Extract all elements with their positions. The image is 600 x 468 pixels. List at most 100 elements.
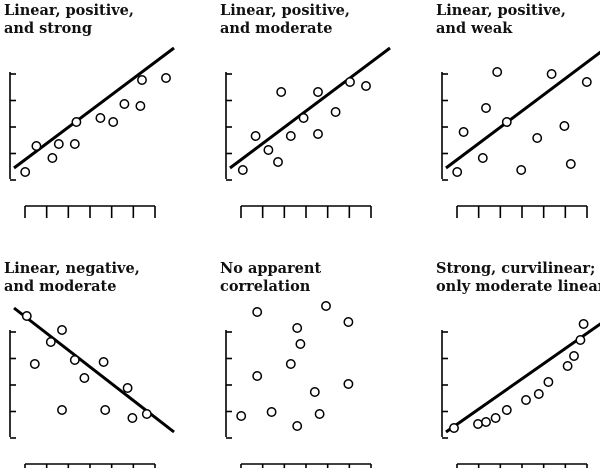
- data-point: [516, 165, 527, 175]
- data-point: [309, 387, 320, 397]
- scatter-panel-6: Strong, curvilinear; only moderate linear: [436, 260, 600, 468]
- panel-title-line: No apparent: [220, 260, 321, 277]
- data-point: [29, 359, 40, 369]
- data-point: [578, 319, 589, 329]
- data-point: [361, 81, 371, 91]
- data-point: [127, 413, 138, 423]
- data-point: [108, 117, 119, 127]
- panel-title-line: Linear, negative,: [4, 260, 140, 277]
- panel-title-line: and moderate: [220, 20, 332, 37]
- data-point: [490, 413, 501, 423]
- scatter-panel-3: Linear, positive, and weak: [436, 2, 600, 218]
- data-point: [575, 335, 586, 345]
- data-point: [263, 145, 274, 155]
- data-point: [57, 405, 67, 415]
- scatter-panel-4: Linear, negative, and moderate: [4, 260, 175, 468]
- data-point: [135, 101, 146, 111]
- panel-title: Strong, curvilinear; only moderate linear: [436, 260, 600, 295]
- panel-title: Linear, negative, and moderate: [4, 260, 140, 295]
- data-point: [79, 373, 90, 383]
- panel-title: Linear, positive, and strong: [4, 2, 134, 37]
- data-point: [292, 421, 303, 431]
- data-point: [161, 73, 171, 83]
- data-point: [521, 395, 531, 405]
- data-point: [343, 317, 354, 327]
- data-point: [69, 355, 80, 365]
- data-point: [266, 407, 277, 417]
- data-point: [31, 141, 42, 151]
- data-point: [237, 165, 248, 175]
- data-point: [501, 117, 512, 127]
- scatter-panel-1: Linear, positive, and strong: [4, 2, 175, 218]
- data-point: [562, 361, 573, 371]
- data-point: [95, 113, 106, 123]
- data-point: [137, 75, 147, 85]
- data-point: [122, 383, 133, 393]
- fit-line: [229, 46, 391, 170]
- panel-title-line: correlation: [220, 278, 311, 295]
- panel-title: Linear, positive, and weak: [436, 2, 566, 37]
- data-point: [252, 307, 263, 317]
- panel-title-line: and strong: [4, 20, 92, 37]
- data-point: [501, 405, 512, 415]
- panel-title-line: and weak: [436, 20, 513, 37]
- data-point: [492, 67, 503, 77]
- data-point: [236, 411, 247, 421]
- data-point: [321, 301, 331, 311]
- data-point: [45, 337, 56, 347]
- data-point: [276, 87, 287, 97]
- data-point: [559, 121, 570, 131]
- data-point: [119, 99, 130, 109]
- data-point: [295, 339, 306, 349]
- data-point: [314, 409, 325, 419]
- data-point: [250, 131, 261, 141]
- data-point: [449, 423, 459, 433]
- data-point: [71, 117, 82, 127]
- data-point: [100, 405, 111, 415]
- data-point: [285, 359, 296, 369]
- data-point: [298, 113, 309, 123]
- data-point: [543, 377, 554, 387]
- data-point: [533, 389, 544, 399]
- data-point: [313, 129, 323, 139]
- data-point: [458, 127, 469, 137]
- data-point: [532, 133, 543, 143]
- panel-title-line: Linear, positive,: [436, 2, 566, 19]
- panel-title: No apparent correlation: [220, 260, 321, 295]
- data-point: [581, 77, 592, 87]
- data-point: [20, 167, 31, 177]
- data-point: [21, 311, 32, 321]
- data-point: [477, 153, 488, 163]
- data-point: [273, 157, 283, 167]
- data-point: [473, 419, 483, 429]
- data-point: [565, 159, 576, 169]
- data-point: [141, 409, 152, 419]
- data-point: [330, 107, 341, 117]
- panel-title-line: Linear, positive,: [220, 2, 350, 19]
- data-point: [343, 379, 354, 389]
- data-point: [252, 371, 263, 381]
- data-point: [285, 131, 296, 141]
- panel-title-line: Strong, curvilinear;: [436, 260, 595, 277]
- data-point: [481, 417, 491, 427]
- data-point: [481, 103, 491, 113]
- panel-title-line: and moderate: [4, 278, 116, 295]
- panel-title-line: only moderate linear: [436, 278, 600, 295]
- scatter-panel-5: No apparent correlation: [220, 260, 372, 468]
- data-point: [452, 167, 463, 177]
- data-point: [546, 69, 557, 79]
- data-point: [313, 87, 323, 97]
- data-point: [98, 357, 109, 367]
- data-point: [292, 323, 303, 333]
- data-point: [47, 153, 58, 163]
- fit-line: [445, 50, 600, 170]
- data-point: [569, 351, 579, 361]
- panel-title: Linear, positive, and moderate: [220, 2, 350, 37]
- data-point: [345, 77, 355, 87]
- data-point: [69, 139, 80, 149]
- data-point: [57, 325, 67, 335]
- panel-title-line: Linear, positive,: [4, 2, 134, 19]
- scatter-panel-2: Linear, positive, and moderate: [220, 2, 391, 218]
- data-point: [53, 139, 64, 149]
